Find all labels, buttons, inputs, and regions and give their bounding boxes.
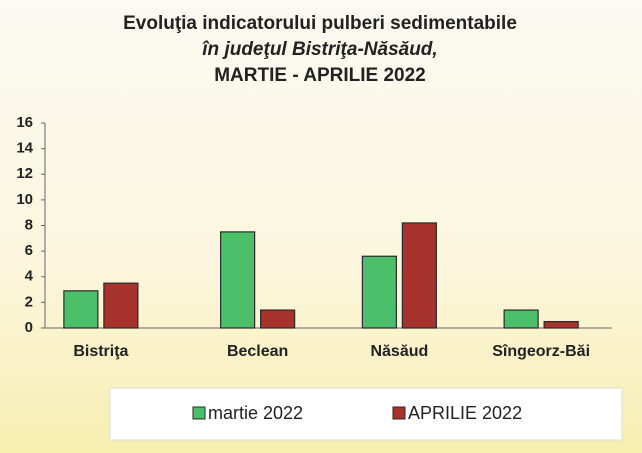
legend-swatch xyxy=(392,406,406,420)
bar xyxy=(361,255,397,329)
bar xyxy=(401,222,437,329)
legend-label: APRILIE 2022 xyxy=(408,403,522,423)
bar xyxy=(63,290,99,329)
y-tick-label: 10 xyxy=(16,191,33,208)
y-tick-label: 4 xyxy=(25,268,34,285)
bar xyxy=(260,309,296,329)
y-tick-label: 12 xyxy=(16,165,33,182)
y-tick-label: 2 xyxy=(25,293,33,310)
bar xyxy=(543,320,579,329)
bar xyxy=(503,309,539,329)
y-tick-label: 16 xyxy=(16,114,33,131)
y-tick-label: 14 xyxy=(16,140,33,157)
bar xyxy=(220,231,256,329)
chart-subtitle: în judeţul Bistriţa-Năsăud, xyxy=(202,39,437,60)
x-tick-label: Beclean xyxy=(227,343,288,360)
x-tick-label: Sîngeorz-Băi xyxy=(492,343,590,360)
chart-title: Evoluţia indicatorului pulberi sedimenta… xyxy=(123,13,517,34)
y-tick-label: 6 xyxy=(25,242,33,259)
bar xyxy=(103,282,139,329)
x-tick-label: Bistriţa xyxy=(73,343,128,360)
legend-swatch xyxy=(192,406,206,420)
y-tick-label: 0 xyxy=(25,319,33,336)
legend-label: martie 2022 xyxy=(208,403,303,423)
x-tick-label: Năsăud xyxy=(370,343,428,360)
chart-period: MARTIE - APRILIE 2022 xyxy=(214,65,426,86)
legend-box xyxy=(109,387,623,441)
y-tick-label: 8 xyxy=(25,216,33,233)
